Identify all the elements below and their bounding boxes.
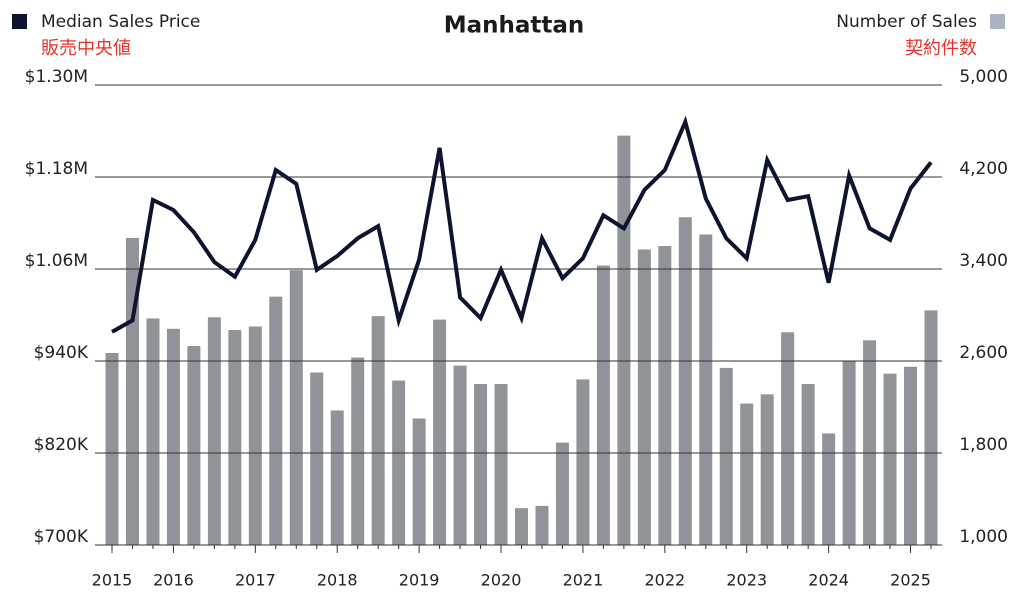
legend-label-ja: 契約件数 xyxy=(905,38,977,59)
x-tick-label: 2020 xyxy=(481,571,522,590)
x-tick-label: 2024 xyxy=(808,571,849,590)
chart-title: Manhattan xyxy=(444,13,585,39)
bar xyxy=(433,319,447,545)
bar xyxy=(781,332,795,545)
x-tick-label: 2016 xyxy=(153,571,194,590)
legend-label: Number of Sales xyxy=(836,12,977,32)
bar xyxy=(105,352,119,545)
x-tick-label: 2022 xyxy=(644,571,685,590)
bar xyxy=(637,249,651,545)
bar xyxy=(658,246,672,545)
line xyxy=(111,115,933,334)
bar xyxy=(719,367,733,545)
bar xyxy=(801,384,815,545)
bar xyxy=(146,318,160,545)
x-tick-label: 2021 xyxy=(563,571,604,590)
bar xyxy=(371,316,385,545)
bar xyxy=(555,442,569,545)
bar xyxy=(596,265,610,545)
legend-swatch xyxy=(12,14,27,29)
x-tick-label: 2018 xyxy=(317,571,358,590)
bar xyxy=(515,508,528,545)
y-tick-label: $1.18M xyxy=(25,159,88,179)
y2-tick-label: 1,800 xyxy=(959,435,1008,455)
legend-label: Median Sales Price xyxy=(41,12,200,32)
y2-tick-label: 3,400 xyxy=(959,251,1008,271)
bar xyxy=(392,380,406,545)
y2-tick-label: 2,600 xyxy=(959,343,1008,363)
legend-label-ja: 販売中央値 xyxy=(41,38,131,59)
bar xyxy=(924,310,938,545)
bar xyxy=(453,365,467,545)
x-tick-label: 2025 xyxy=(890,571,931,590)
bar xyxy=(699,234,713,545)
bar xyxy=(760,394,774,545)
bar xyxy=(125,237,139,545)
bar xyxy=(535,505,549,545)
bar xyxy=(330,410,344,545)
bar xyxy=(351,357,365,545)
bar xyxy=(494,384,508,545)
bar xyxy=(883,373,897,545)
bar xyxy=(310,372,324,545)
x-tick-label: 2015 xyxy=(92,571,133,590)
bar xyxy=(207,317,221,545)
y-tick-label: $700K xyxy=(34,527,89,547)
bar xyxy=(617,135,631,545)
y-tick-label: $1.06M xyxy=(25,251,88,271)
y2-tick-label: 1,000 xyxy=(959,527,1008,547)
bar xyxy=(863,340,877,545)
bar xyxy=(187,346,201,545)
bar xyxy=(269,296,283,545)
legend-swatch xyxy=(990,14,1005,29)
bar xyxy=(248,326,262,545)
bar xyxy=(228,329,242,545)
bar xyxy=(412,418,426,545)
bar xyxy=(166,328,180,545)
bar xyxy=(678,217,692,545)
bar xyxy=(289,270,303,545)
bar xyxy=(740,403,754,545)
bar xyxy=(474,384,488,545)
x-tick-label: 2019 xyxy=(399,571,440,590)
y-tick-label: $1.30M xyxy=(25,67,88,87)
bar xyxy=(822,433,836,545)
x-tick-label: 2017 xyxy=(235,571,276,590)
x-tick-label: 2023 xyxy=(726,571,767,590)
bar xyxy=(576,379,590,545)
y-tick-label: $940K xyxy=(34,343,89,363)
bar xyxy=(904,366,918,545)
y2-tick-label: 5,000 xyxy=(959,67,1008,87)
y-tick-label: $820K xyxy=(34,435,89,455)
y2-tick-label: 4,200 xyxy=(959,159,1008,179)
